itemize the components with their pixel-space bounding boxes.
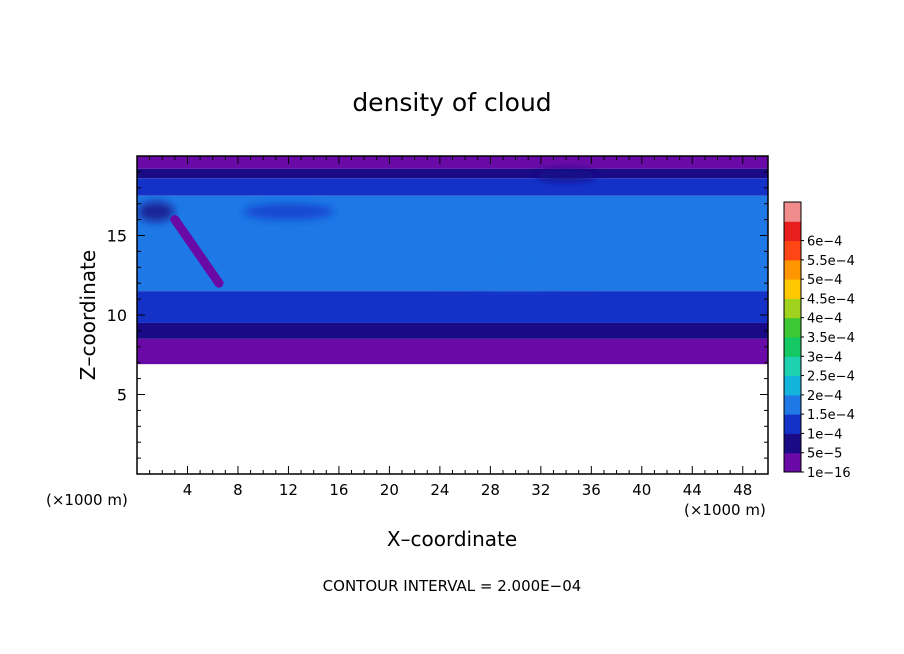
colorbar-label: 2.5e−4	[807, 370, 855, 385]
x-tick-label: 48	[733, 481, 752, 499]
texture-blob	[243, 203, 334, 220]
colorbar-label: 1.5e−4	[807, 408, 855, 423]
colorbar-swatch	[784, 279, 801, 299]
field-texture	[137, 169, 606, 288]
x-tick-label: 44	[683, 481, 702, 499]
colorbar-swatch	[784, 394, 801, 415]
colorbar-swatch	[784, 452, 801, 473]
colorbar-label: 1e−16	[807, 466, 851, 481]
x-tick-label: 40	[632, 481, 651, 499]
colorbar-swatch	[784, 317, 801, 338]
y-tick-label: 10	[107, 306, 127, 325]
x-tick-label: 24	[430, 481, 449, 499]
texture-blob	[137, 201, 174, 222]
field-band-2	[137, 178, 768, 196]
colorbar-label: 4e−4	[807, 312, 842, 327]
x-axis-label: X–coordinate	[386, 527, 518, 551]
colorbar-label: 4.5e−4	[807, 292, 855, 307]
colorbar-label: 3.5e−4	[807, 331, 855, 346]
colorbar-swatch	[784, 414, 801, 434]
texture-blob	[329, 229, 450, 258]
colorbar-swatch	[784, 202, 801, 222]
field-band-0	[137, 156, 768, 169]
empty-region	[137, 364, 768, 474]
colorbar-label: 1e−4	[807, 427, 842, 442]
colorbar-swatch	[784, 375, 801, 396]
colorbar-label: 6e−4	[807, 235, 842, 250]
colorbar-label: 5e−5	[807, 447, 842, 462]
colorbar-swatch	[784, 298, 801, 319]
field-plume	[170, 215, 224, 288]
colorbar-swatch	[784, 356, 801, 377]
texture-blob	[425, 263, 606, 288]
field-band-1	[137, 168, 768, 179]
x-tick-label: 12	[279, 481, 298, 499]
x-tick-label: 4	[183, 481, 193, 499]
x-tick-label: 16	[329, 481, 348, 499]
colorbar-swatch	[784, 433, 801, 454]
colorbar-label: 5e−4	[807, 273, 842, 288]
field-band-6	[137, 338, 768, 365]
x-tick-label: 8	[233, 481, 243, 499]
colorbar-label: 5.5e−4	[807, 254, 855, 269]
texture-blob	[536, 169, 597, 182]
field-band-5	[137, 322, 768, 339]
y-tick-label: 5	[117, 386, 127, 405]
colorbar: 1e−16 5e−5 1e−4 1.5e−4 2e−4 2.5e−4 3e−4 3.5e−4 4…	[783, 201, 855, 481]
x-unit-label-left: (×1000 m)	[46, 491, 128, 509]
density-field	[137, 156, 768, 474]
colorbar-label: 3e−4	[807, 350, 842, 365]
field-band-4	[137, 291, 768, 323]
colorbar-swatch	[784, 337, 801, 357]
x-tick-label: 36	[582, 481, 601, 499]
colorbar-label: 2e−4	[807, 389, 842, 404]
colorbar-swatch	[784, 259, 801, 280]
x-tick-label: 20	[380, 481, 399, 499]
colorbar-swatch	[784, 240, 801, 261]
contour-interval-note: CONTOUR INTERVAL = 2.000E−04	[322, 577, 582, 595]
y-tick-label: 15	[107, 227, 127, 246]
colorbar-swatch	[784, 221, 801, 242]
x-tick-label: 28	[481, 481, 500, 499]
x-unit-label-right: (×1000 m)	[684, 501, 766, 519]
chart-title: density of cloud	[352, 88, 552, 117]
x-tick-label: 32	[531, 481, 550, 499]
